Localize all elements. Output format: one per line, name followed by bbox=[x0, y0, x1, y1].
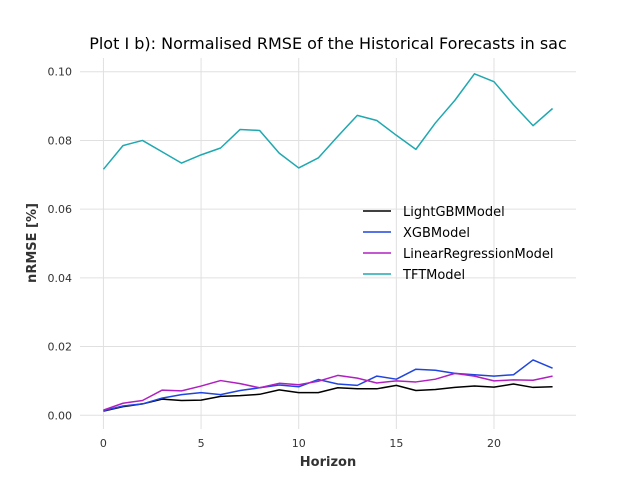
x-tick-label: 0 bbox=[100, 437, 107, 450]
chart-title: Plot I b): Normalised RMSE of the Histor… bbox=[89, 34, 567, 53]
x-axis-label: Horizon bbox=[300, 455, 356, 470]
legend-label: TFTModel bbox=[402, 268, 465, 283]
legend-label: XGBModel bbox=[403, 226, 470, 241]
y-tick-label: 0.08 bbox=[48, 134, 73, 147]
legend-label: LinearRegressionModel bbox=[403, 247, 554, 262]
series-line-tftmodel bbox=[103, 74, 552, 170]
y-axis-label: nRMSE [%] bbox=[25, 203, 40, 283]
series-line-linearregressionmodel bbox=[103, 373, 552, 410]
x-tick-label: 5 bbox=[198, 437, 205, 450]
series-line-xgbmodel bbox=[103, 360, 552, 411]
series-lines bbox=[103, 74, 552, 411]
legend: LightGBMModel XGBModel LinearRegressionMod… bbox=[363, 205, 554, 283]
y-tick-label: 0.00 bbox=[48, 409, 73, 422]
y-tick-label: 0.10 bbox=[48, 66, 73, 79]
y-tick-label: 0.04 bbox=[48, 272, 73, 285]
y-tick-label: 0.06 bbox=[48, 203, 73, 216]
grid-lines bbox=[80, 58, 576, 429]
series-line-lightgbmmodel bbox=[103, 384, 552, 411]
x-tick-label: 20 bbox=[487, 437, 501, 450]
x-tick-label: 15 bbox=[389, 437, 403, 450]
x-tick-label: 10 bbox=[292, 437, 306, 450]
legend-label: LightGBMModel bbox=[403, 205, 505, 220]
y-tick-label: 0.02 bbox=[48, 341, 73, 354]
